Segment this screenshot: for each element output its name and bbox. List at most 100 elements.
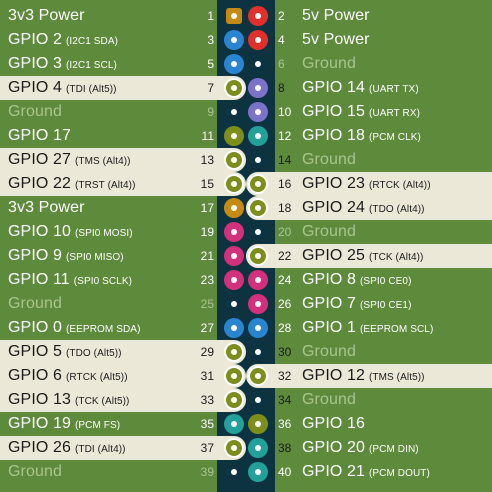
pin-row: GPIO 27 (TMS (Alt4)) 13 Ground 14 — [0, 148, 492, 172]
ground-pin-icon[interactable] — [224, 102, 244, 122]
pin-function: GPIO 11 — [8, 271, 70, 288]
pin-13-icon[interactable] — [224, 150, 244, 170]
pin-hole — [255, 157, 261, 163]
pin-11-label[interactable]: GPIO 17 — [0, 124, 246, 148]
ground-pin-icon[interactable] — [248, 390, 268, 410]
pin-8-icon[interactable] — [248, 78, 268, 98]
pin-36-icon[interactable] — [248, 414, 268, 434]
ground-pin-icon[interactable] — [248, 342, 268, 362]
pin-39-label[interactable]: Ground — [0, 460, 246, 484]
pin-11-icon[interactable] — [224, 126, 244, 146]
pin-21-label[interactable]: GPIO 9 (SPI0 MISO) — [0, 244, 246, 268]
pin-18-icon[interactable] — [248, 198, 268, 218]
pin-20-label[interactable]: Ground — [246, 220, 492, 244]
pin-13-label[interactable]: GPIO 27 (TMS (Alt4)) — [0, 148, 246, 172]
pin-24-icon[interactable] — [248, 270, 268, 290]
pin-name: GPIO 25 (TCK (Alt4)) — [302, 247, 423, 265]
pin-alt-function: (PCM DOUT) — [368, 468, 430, 479]
pin-40-label[interactable]: GPIO 21 (PCM DOUT) — [246, 460, 492, 484]
pin-32-label[interactable]: GPIO 12 (TMS (Alt5)) — [246, 364, 492, 388]
pin-4-label[interactable]: 5v Power — [246, 28, 492, 52]
pin-function: GPIO 13 — [8, 391, 71, 408]
pin-4-icon[interactable] — [248, 30, 268, 50]
pin-32-icon[interactable] — [248, 366, 268, 386]
pin-2-label[interactable]: 5v Power — [246, 4, 492, 28]
pin-18-label[interactable]: GPIO 24 (TDO (Alt4)) — [246, 196, 492, 220]
pin-22-label[interactable]: GPIO 25 (TCK (Alt4)) — [246, 244, 492, 268]
pin-10-icon[interactable] — [248, 102, 268, 122]
pin-27-icon[interactable] — [224, 318, 244, 338]
pin-27-label[interactable]: GPIO 0 (EEPROM SDA) — [0, 316, 246, 340]
pin-33-label[interactable]: GPIO 13 (TCK (Alt5)) — [0, 388, 246, 412]
pin-12-icon[interactable] — [248, 126, 268, 146]
pin-3-label[interactable]: GPIO 2 (I2C1 SDA) — [0, 28, 246, 52]
pin-31-icon[interactable] — [224, 366, 244, 386]
pin-alt-function: (SPI0 SCLK) — [73, 276, 133, 287]
pin-19-label[interactable]: GPIO 10 (SPI0 MOSI) — [0, 220, 246, 244]
pin-38-icon[interactable] — [248, 438, 268, 458]
pin-12-label[interactable]: GPIO 18 (PCM CLK) — [246, 124, 492, 148]
pin-15-icon[interactable] — [224, 174, 244, 194]
pin-28-label[interactable]: GPIO 1 (EEPROM SCL) — [246, 316, 492, 340]
pin-22-icon[interactable] — [248, 246, 268, 266]
ground-pin-icon[interactable] — [224, 294, 244, 314]
pin-24-label[interactable]: GPIO 8 (SPI0 CE0) — [246, 268, 492, 292]
pin-34-label[interactable]: Ground — [246, 388, 492, 412]
pin-number: 29 — [200, 345, 214, 359]
pin-26-icon[interactable] — [248, 294, 268, 314]
pin-hole — [255, 229, 261, 235]
pin-6-label[interactable]: Ground — [246, 52, 492, 76]
pin-16-icon[interactable] — [248, 174, 268, 194]
pin-hole — [255, 469, 261, 475]
pin-21-icon[interactable] — [224, 246, 244, 266]
ground-pin-icon[interactable] — [224, 462, 244, 482]
pin-name: Ground — [8, 103, 62, 121]
pin-name: Ground — [302, 343, 356, 361]
ground-pin-icon[interactable] — [248, 54, 268, 74]
pin-14-label[interactable]: Ground — [246, 148, 492, 172]
pin-26-label[interactable]: GPIO 7 (SPI0 CE1) — [246, 292, 492, 316]
pin-23-label[interactable]: GPIO 11 (SPI0 SCLK) — [0, 268, 246, 292]
pin-8-label[interactable]: GPIO 14 (UART TX) — [246, 76, 492, 100]
pin-10-label[interactable]: GPIO 15 (UART RX) — [246, 100, 492, 124]
pin-9-label[interactable]: Ground — [0, 100, 246, 124]
pin-5-label[interactable]: GPIO 3 (I2C1 SCL) — [0, 52, 246, 76]
pin-7-icon[interactable] — [224, 78, 244, 98]
pin-17-icon[interactable] — [224, 198, 244, 218]
ground-pin-icon[interactable] — [248, 222, 268, 242]
ground-pin-icon[interactable] — [248, 150, 268, 170]
pin-16-label[interactable]: GPIO 23 (RTCK (Alt4)) — [246, 172, 492, 196]
pin-5-icon[interactable] — [224, 54, 244, 74]
pin-15-label[interactable]: GPIO 22 (TRST (Alt4)) — [0, 172, 246, 196]
pin-36-label[interactable]: GPIO 16 — [246, 412, 492, 436]
pin-name: GPIO 18 (PCM CLK) — [302, 127, 421, 145]
pin-2-icon[interactable] — [248, 6, 268, 26]
pin-35-icon[interactable] — [224, 414, 244, 434]
pin-23-icon[interactable] — [224, 270, 244, 290]
pin-28-icon[interactable] — [248, 318, 268, 338]
pin-17-label[interactable]: 3v3 Power — [0, 196, 246, 220]
pin-30-label[interactable]: Ground — [246, 340, 492, 364]
pin-hole — [231, 13, 237, 19]
pin-29-label[interactable]: GPIO 5 (TDO (Alt5)) — [0, 340, 246, 364]
pin-row: GPIO 22 (TRST (Alt4)) 15 GPIO 23 (RTCK (Alt4… — [0, 172, 492, 196]
pin-hole — [231, 325, 237, 331]
pin-alt-function: (SPI0 MISO) — [65, 252, 124, 263]
pin-37-label[interactable]: GPIO 26 (TDI (Alt4)) — [0, 436, 246, 460]
pin-29-icon[interactable] — [224, 342, 244, 362]
pin-19-icon[interactable] — [224, 222, 244, 242]
pin-hole — [255, 109, 261, 115]
pin-33-icon[interactable] — [224, 390, 244, 410]
pin-35-label[interactable]: GPIO 19 (PCM FS) — [0, 412, 246, 436]
pin-38-label[interactable]: GPIO 20 (PCM DIN) — [246, 436, 492, 460]
pin-1-label[interactable]: 3v3 Power — [0, 4, 246, 28]
pin-function: GPIO 6 — [8, 367, 62, 384]
pin-37-icon[interactable] — [224, 438, 244, 458]
pin-40-icon[interactable] — [248, 462, 268, 482]
pin-1-icon[interactable] — [226, 8, 242, 24]
pin-7-label[interactable]: GPIO 4 (TDI (Alt5)) — [0, 76, 246, 100]
pin-name: GPIO 10 (SPI0 MOSI) — [8, 223, 133, 241]
pin-3-icon[interactable] — [224, 30, 244, 50]
pin-31-label[interactable]: GPIO 6 (RTCK (Alt5)) — [0, 364, 246, 388]
pin-25-label[interactable]: Ground — [0, 292, 246, 316]
